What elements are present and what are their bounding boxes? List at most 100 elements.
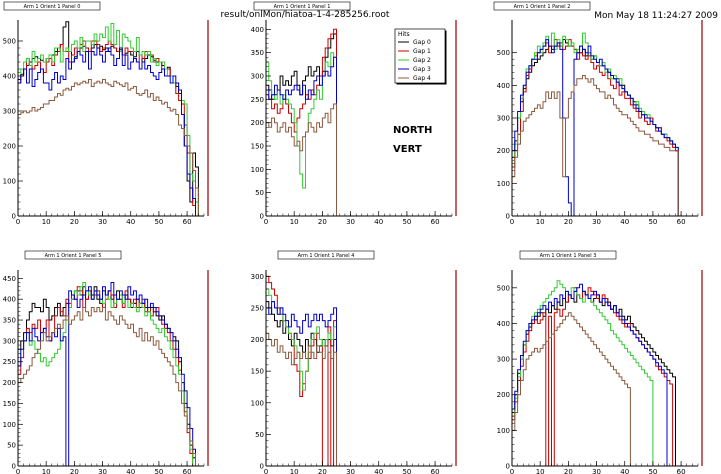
panel-title: Arm 1 Orient 1 Panel 1 [274,4,331,10]
panel-title: Arm 1 Orient 1 Panel 2 [514,4,571,10]
y-tick-label: 200 [251,336,264,344]
y-tick-label: 300 [497,115,510,123]
y-tick-label: 200 [3,379,16,387]
y-tick-label: 300 [497,356,510,364]
y-tick-label: 250 [251,96,264,104]
y-tick-label: 50 [255,189,264,197]
x-tick-label: 10 [290,468,299,474]
legend-entry-gap-4: Gap 4 [413,75,431,82]
y-tick-label: 0 [506,463,510,471]
series-line-gap-2 [265,52,340,217]
y-tick-label: 50 [7,442,16,450]
y-tick-label: 300 [3,108,16,116]
x-tick-label: 40 [374,468,383,474]
legend-entry-gap-0: Gap 0 [413,39,431,46]
y-tick-label: 0 [260,213,264,221]
x-tick-label: 20 [70,218,79,226]
panel-title-box [24,250,122,260]
panel-title-box [519,250,617,260]
timestamp-label: Mon May 18 11:24:27 2009 [594,11,718,21]
series-line-gap-4 [511,75,682,217]
x-tick-label: 0 [264,218,268,226]
y-tick-label: 500 [497,49,510,57]
series-line-gap-4 [17,307,204,467]
y-tick-label: 200 [497,391,510,399]
x-tick-label: 40 [620,218,629,226]
x-tick-label: 40 [126,468,135,474]
x-tick-label: 0 [510,468,514,474]
y-tick-label: 100 [497,427,510,435]
legend-title: Hits [398,31,410,38]
panel-3: Arm 1 Orient 1 Panel 5050100150200250300… [3,250,209,474]
x-tick-label: 60 [431,218,440,226]
series-line-gap-3 [265,301,340,467]
y-tick-label: 100 [497,180,510,188]
y-tick-label: 200 [3,143,16,151]
x-tick-label: 50 [402,468,411,474]
y-tick-label: 100 [251,166,264,174]
x-tick-label: 60 [677,468,686,474]
y-tick-label: 150 [251,143,264,151]
x-tick-label: 50 [402,218,411,226]
x-tick-label: 20 [70,468,79,474]
legend-entry-gap-1: Gap 1 [413,48,431,55]
x-tick-label: 30 [592,218,601,226]
y-tick-label: 300 [251,73,264,81]
series-line-gap-4 [265,103,340,217]
series-line-gap-3 [511,39,682,217]
y-tick-label: 400 [497,82,510,90]
y-tick-label: 100 [3,421,16,429]
series-line-gap-2 [511,280,698,467]
x-tick-label: 0 [16,218,20,226]
y-tick-label: 400 [3,296,16,304]
panel-title-box [493,1,591,11]
y-tick-label: 100 [3,178,16,186]
x-tick-label: 60 [183,218,192,226]
y-tick-label: 400 [251,26,264,34]
panel-title: Arm 1 Orient 1 Panel 5 [45,253,102,259]
panel-title: Arm 1 Orient 1 Panel 0 [24,4,81,10]
series-line-gap-2 [17,282,204,467]
x-tick-label: 30 [98,218,107,226]
x-tick-label: 50 [648,468,657,474]
y-tick-label: 0 [12,213,16,221]
series-line-gap-3 [17,282,204,467]
panel-1: Arm 1 Orient 1 Panel 1050100150200250300… [251,1,457,226]
x-tick-label: 10 [42,218,51,226]
y-tick-label: 150 [3,400,16,408]
x-tick-label: 10 [290,218,299,226]
y-tick-label: 300 [3,337,16,345]
x-tick-label: 30 [346,468,355,474]
y-tick-label: 350 [3,317,16,325]
y-tick-label: 250 [251,304,264,312]
x-tick-label: 0 [264,468,268,474]
panel-title-box [3,1,101,11]
x-tick-label: 10 [42,468,51,474]
vert-label: VERT [393,144,422,155]
x-tick-label: 40 [126,218,135,226]
y-tick-label: 50 [255,431,264,439]
series-line-gap-1 [265,28,340,217]
y-tick-label: 500 [497,284,510,292]
y-tick-label: 400 [3,73,16,81]
x-tick-label: 40 [374,218,383,226]
series-line-gap-3 [265,56,340,217]
panel-title: Arm 1 Orient 1 Panel 3 [540,253,597,259]
legend-box [394,28,446,84]
y-tick-label: 0 [260,463,264,471]
y-tick-label: 400 [497,320,510,328]
x-tick-label: 20 [318,218,327,226]
x-tick-label: 20 [564,218,573,226]
y-tick-label: 200 [497,147,510,155]
x-tick-label: 0 [16,468,20,474]
file-path-label: result/onlMon/hiatoa-1-4-285256.root [221,10,390,20]
x-tick-label: 30 [346,218,355,226]
x-tick-label: 50 [648,218,657,226]
x-tick-label: 60 [183,468,192,474]
x-tick-label: 20 [318,468,327,474]
y-tick-label: 0 [506,213,510,221]
y-tick-label: 500 [3,38,16,46]
